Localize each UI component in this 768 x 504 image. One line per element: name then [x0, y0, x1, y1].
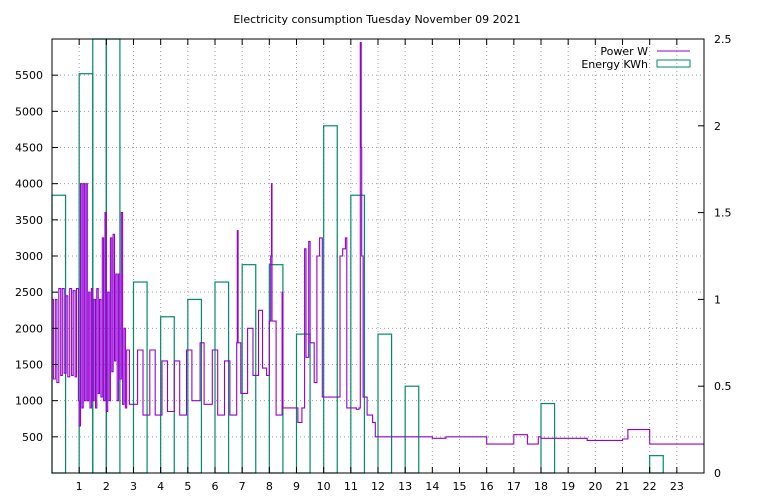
y-left-tick-label: 4500	[15, 142, 43, 155]
y-left-tick-label: 2000	[15, 322, 43, 335]
power-series	[52, 42, 704, 445]
x-tick-label: 15	[453, 480, 467, 493]
energy-bin	[241, 264, 257, 474]
x-tick-label: 4	[157, 480, 164, 493]
x-tick-label: 10	[317, 480, 331, 493]
x-tick-label: 5	[184, 480, 191, 493]
legend: Power W Energy KWh	[581, 45, 691, 71]
y-left-tick-label: 5500	[15, 69, 43, 82]
legend-energy-swatch	[656, 59, 691, 68]
y-right-tick-label: 2	[714, 120, 721, 133]
x-tick-label: 19	[561, 480, 575, 493]
y-right-tick-label: 1.5	[714, 207, 732, 220]
legend-power-label: Power W	[600, 45, 648, 58]
chart-title: Electricity consumption Tuesday November…	[233, 13, 520, 26]
x-tick-label: 17	[507, 480, 521, 493]
x-tick-label: 11	[344, 480, 358, 493]
y-right-tick-label: 0.5	[714, 380, 732, 393]
y-left-tick-label: 500	[22, 431, 43, 444]
energy-series	[51, 38, 664, 474]
y-left-tick-label: 3500	[15, 214, 43, 227]
y-right-tick-label: 1	[714, 293, 721, 306]
y-left-tick-label: 1500	[15, 359, 43, 372]
x-tick-label: 1	[76, 480, 83, 493]
axes-layer: 1 2 3 4 5 6 7 8 9 10 11 12 13 14 15 16 17 18 19 20 21 22 23500…	[15, 33, 732, 493]
x-tick-label: 18	[534, 480, 548, 493]
energy-bin	[404, 385, 420, 474]
x-tick-label: 7	[239, 480, 246, 493]
y-left-tick-label: 4000	[15, 178, 43, 191]
energy-bin	[350, 194, 366, 474]
y-left-tick-label: 2500	[15, 286, 43, 299]
x-tick-label: 14	[425, 480, 439, 493]
y-right-tick-label: 0	[714, 467, 721, 480]
energy-bin	[132, 281, 148, 474]
energy-bin	[649, 455, 664, 474]
x-tick-label: 3	[130, 480, 137, 493]
energy-bin	[377, 333, 393, 474]
energy-bin	[214, 281, 230, 474]
legend-energy-label: Energy KWh	[581, 58, 648, 71]
energy-bin	[323, 125, 338, 474]
y-left-tick-label: 5000	[15, 105, 43, 118]
x-tick-label: 23	[670, 480, 684, 493]
x-tick-label: 16	[480, 480, 494, 493]
x-tick-label: 20	[588, 480, 602, 493]
energy-bin	[295, 333, 311, 474]
y-left-tick-label: 1000	[15, 395, 43, 408]
x-tick-label: 6	[212, 480, 219, 493]
y-left-tick-label: 3000	[15, 250, 43, 263]
power-line	[52, 42, 704, 445]
x-tick-label: 8	[266, 480, 273, 493]
x-tick-label: 22	[643, 480, 657, 493]
y-right-tick-label: 2.5	[714, 33, 732, 46]
x-tick-label: 12	[371, 480, 385, 493]
energy-bin	[187, 298, 203, 474]
x-tick-label: 21	[616, 480, 630, 493]
x-tick-label: 2	[103, 480, 110, 493]
x-tick-label: 9	[293, 480, 300, 493]
x-tick-label: 13	[398, 480, 412, 493]
plot-frame	[51, 38, 705, 474]
